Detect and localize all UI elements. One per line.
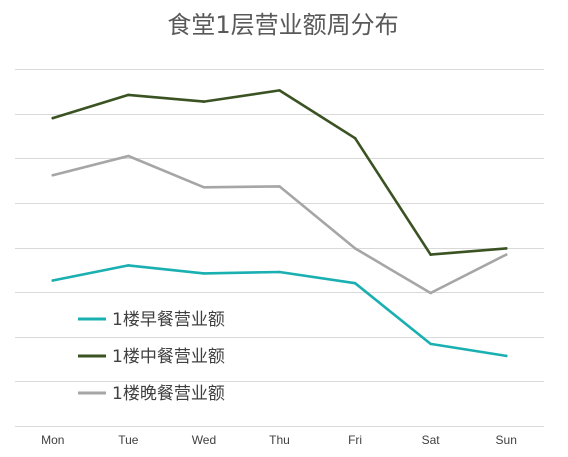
data-point: [429, 253, 432, 256]
x-tick-label: Mon: [41, 433, 64, 447]
data-point: [202, 100, 206, 103]
data-point: [429, 291, 432, 295]
x-tick-label: Fri: [348, 433, 362, 447]
legend-item: 1楼中餐营业额: [78, 347, 225, 367]
data-point: [127, 264, 130, 267]
x-axis-ticks: Mon Tue Wed Thu Fri Sat Sun: [41, 433, 517, 447]
x-tick-label: Wed: [192, 433, 216, 447]
legend-label: 1楼早餐营业额: [112, 310, 225, 330]
legend-item: 1楼早餐营业额: [78, 310, 225, 330]
data-point: [51, 279, 55, 282]
legend-label: 1楼晚餐营业额: [112, 384, 225, 404]
gridlines: [15, 69, 544, 427]
data-point: [127, 154, 130, 158]
chart-title: 食堂1层营业额周分布: [167, 11, 398, 39]
series-lines: [51, 89, 508, 358]
data-point: [127, 93, 130, 97]
data-point: [429, 342, 432, 346]
legend-item: 1楼晚餐营业额: [78, 384, 225, 404]
data-point: [353, 136, 357, 140]
data-point: [278, 270, 281, 274]
data-point: [51, 116, 55, 120]
x-tick-label: Thu: [269, 433, 290, 447]
data-point: [353, 247, 357, 250]
data-point: [278, 89, 281, 92]
x-tick-label: Sat: [422, 433, 441, 447]
legend-label: 1楼中餐营业额: [112, 347, 225, 367]
data-point: [202, 272, 206, 275]
data-point: [278, 185, 281, 188]
data-point: [353, 281, 357, 285]
data-point: [504, 354, 508, 358]
data-point: [504, 253, 508, 256]
legend: 1楼早餐营业额 1楼中餐营业额 1楼晚餐营业额: [78, 310, 225, 404]
data-point: [202, 185, 206, 189]
x-tick-label: Sun: [496, 433, 517, 447]
x-tick-label: Tue: [118, 433, 139, 447]
data-point: [504, 247, 508, 250]
data-point: [51, 173, 55, 177]
series-line: [51, 89, 508, 256]
